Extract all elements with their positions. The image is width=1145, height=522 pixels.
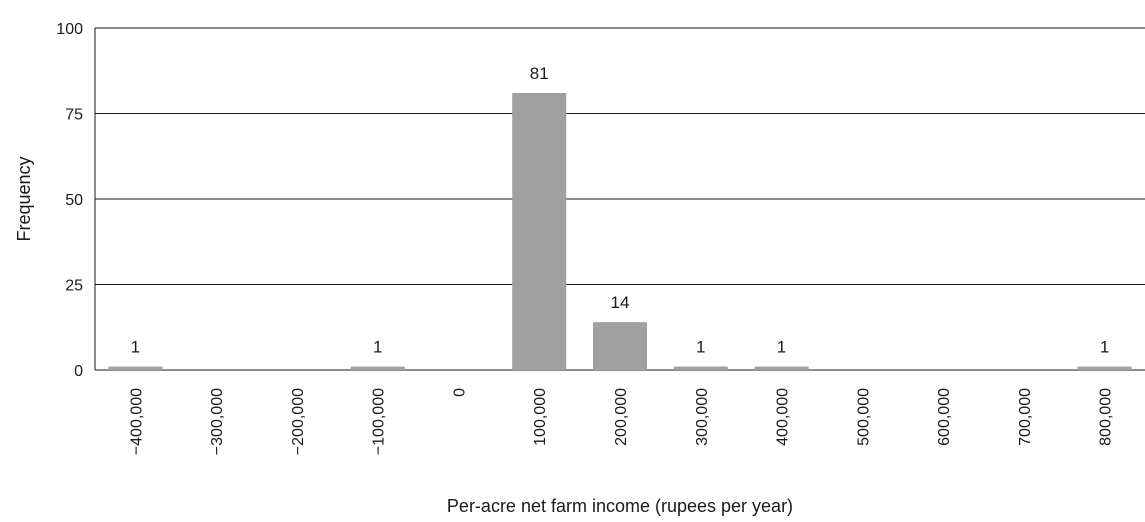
bar <box>754 366 809 370</box>
x-axis-title: Per-acre net farm income (rupees per yea… <box>447 496 793 516</box>
bar <box>512 92 567 370</box>
x-tick-label: 500,000 <box>855 388 872 446</box>
y-tick-label: 25 <box>65 278 83 295</box>
bar-value-label: 1 <box>131 338 140 357</box>
x-tick-label: 600,000 <box>936 388 953 446</box>
bar-value-label: 81 <box>530 64 549 83</box>
bar-value-label: 14 <box>611 293 630 312</box>
bars <box>108 92 1132 370</box>
bar-value-label: 1 <box>696 338 705 357</box>
data-labels: 1 1 81 14 1 1 1 <box>131 64 1110 357</box>
x-tick-label: 200,000 <box>613 388 630 446</box>
bar-value-label: 1 <box>777 338 786 357</box>
x-tick-label: 100,000 <box>532 388 549 446</box>
x-tick-label: −300,000 <box>209 388 226 455</box>
y-axis-title: Frequency <box>14 156 34 241</box>
y-tick-label: 50 <box>65 192 83 209</box>
x-tick-label: −200,000 <box>290 388 307 455</box>
x-tick-label: 400,000 <box>775 388 792 446</box>
bar <box>673 366 728 370</box>
bar-value-label: 1 <box>1100 338 1109 357</box>
x-tick-label: 300,000 <box>694 388 711 446</box>
y-tick-label: 75 <box>65 107 83 124</box>
x-tick-label: 0 <box>451 388 468 397</box>
x-tick-label: 800,000 <box>1098 388 1115 446</box>
gridlines <box>95 27 1145 371</box>
x-tick-label: 700,000 <box>1017 388 1034 446</box>
bar <box>108 366 163 370</box>
bar <box>1077 366 1132 370</box>
x-tick-label: −100,000 <box>371 388 388 455</box>
bar-value-label: 1 <box>373 338 382 357</box>
y-tick-label: 0 <box>74 363 83 380</box>
x-tick-label: −400,000 <box>128 388 145 455</box>
y-tick-label: 100 <box>56 21 83 38</box>
y-axis-tick-labels: 0 25 50 75 100 <box>56 21 83 380</box>
x-axis-tick-labels: −400,000 −300,000 −200,000 −100,000 0 100,000… <box>128 388 1114 455</box>
bar <box>350 366 405 370</box>
bar <box>593 322 647 370</box>
